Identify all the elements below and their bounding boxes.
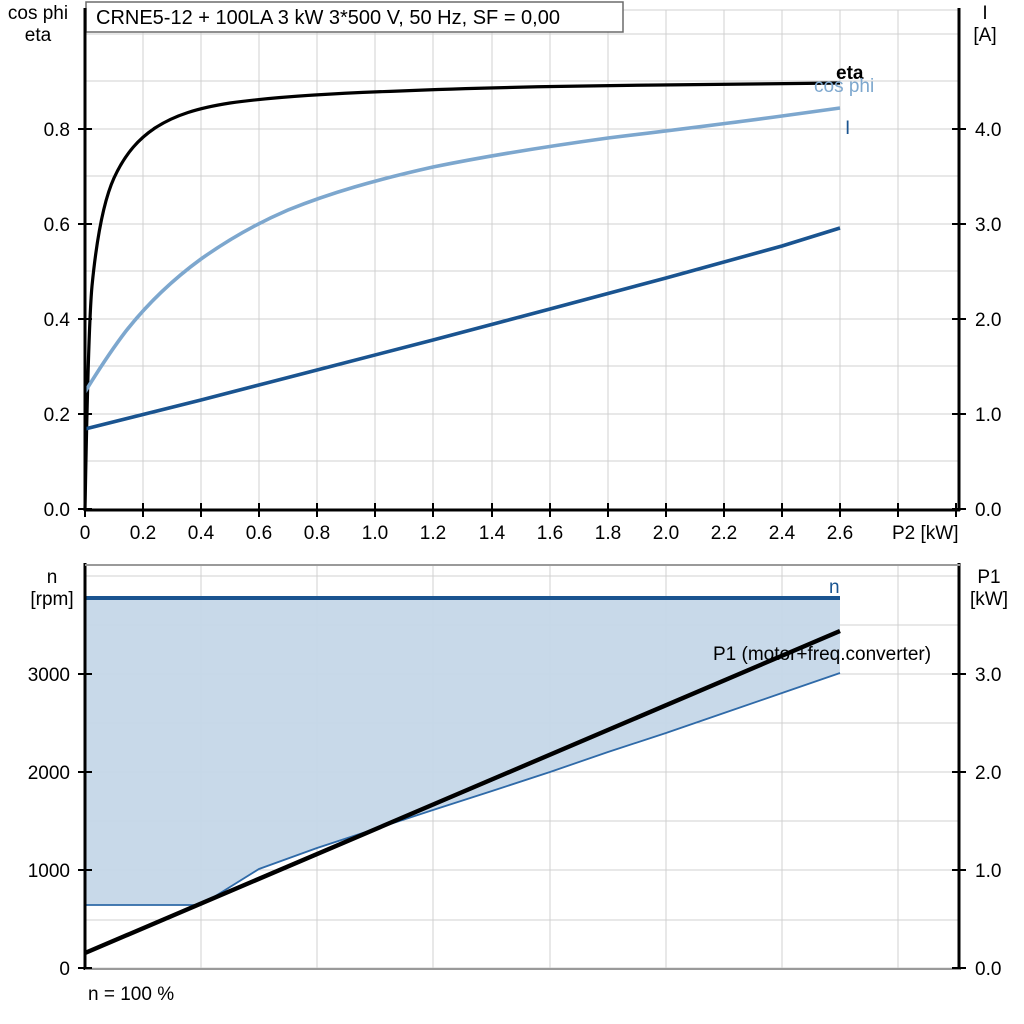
series-eta-line (83, 81, 841, 510)
x-tick-label: 0.4 (188, 523, 215, 544)
tick-label: 1000 (28, 861, 70, 882)
x-tick-label: 1.2 (420, 523, 446, 544)
bottom-chart-left-tick-labels: 0 1000 2000 3000 (28, 665, 70, 980)
series-current-line (84, 226, 841, 431)
tick-label: 3.0 (975, 215, 1001, 236)
x-tick-label: 2.6 (827, 523, 853, 544)
left-axis-title-line1: n (47, 567, 58, 588)
bottom-chart-right-tick-labels: 0.0 1.0 2.0 3.0 (975, 665, 1001, 980)
chart-title: CRNE5-12 + 100LA 3 kW 3*500 V, 50 Hz, SF… (96, 7, 560, 29)
x-tick-label: 0.8 (304, 523, 330, 544)
bottom-chart-right-ticks (952, 673, 966, 969)
x-tick-label: 1.0 (362, 523, 388, 544)
x-tick-label: 0.6 (246, 523, 272, 544)
left-axis-title-line2: eta (25, 25, 52, 46)
top-chart-right-ticks (952, 128, 966, 510)
tick-label: 2.0 (975, 763, 1001, 784)
tick-label: 2000 (28, 763, 70, 784)
series-label-eta: eta (836, 63, 864, 84)
tick-label: 4.0 (975, 120, 1001, 141)
tick-label: 1.0 (975, 861, 1001, 882)
tick-label: 0.2 (44, 405, 70, 426)
x-tick-label: 1.8 (595, 523, 621, 544)
top-chart-right-axis-title: I [A] (973, 3, 996, 46)
x-tick-label: 0.2 (130, 523, 156, 544)
bottom-chart-right-axis-title: P1 [kW] (970, 567, 1008, 610)
left-axis-title-line2: [rpm] (30, 589, 73, 610)
tick-label: 3.0 (975, 665, 1001, 686)
series-label-p1: P1 (motor+freq.converter) (713, 644, 931, 665)
right-axis-title-line2: [kW] (970, 589, 1008, 610)
speed-range-fill (85, 598, 840, 905)
top-chart-x-tick-labels: 0 0.2 0.4 0.6 0.8 1.0 1.2 1.4 1.6 1.8 2.… (80, 523, 959, 544)
tick-label: 1.0 (975, 405, 1001, 426)
series-label-current: I (845, 118, 850, 139)
series-p1-line (84, 628, 841, 956)
tick-label: 0.4 (44, 310, 71, 331)
tick-label: 3000 (28, 665, 70, 686)
tick-label: 0.0 (44, 500, 70, 521)
x-axis-title: P2 [kW] (892, 523, 959, 544)
bottom-chart-left-axis-title: n [rpm] (30, 567, 73, 610)
right-axis-title-line2: [A] (973, 25, 996, 46)
right-axis-title-line1: I (982, 3, 987, 24)
left-axis-title-line1: cos phi (8, 3, 68, 24)
bottom-chart-axes (83, 563, 961, 970)
bottom-chart-left-ticks (78, 673, 92, 969)
x-tick-label: 0 (80, 523, 91, 544)
chart-caption: n = 100 % (88, 984, 174, 1005)
top-chart-left-tick-labels: 0.0 0.2 0.4 0.6 0.8 (44, 120, 71, 521)
tick-label: 0.8 (44, 120, 70, 141)
tick-label: 0 (59, 959, 70, 980)
series-label-cos-phi: cos phi (814, 76, 874, 97)
x-tick-label: 2.2 (711, 523, 737, 544)
series-cos-phi-line (83, 106, 841, 393)
top-chart-axes (83, 8, 961, 512)
right-axis-title-line1: P1 (977, 567, 1000, 588)
x-tick-label: 1.4 (479, 523, 506, 544)
top-chart-left-axis-title: cos phi eta (8, 3, 68, 46)
tick-label: 0.0 (975, 500, 1001, 521)
top-chart-title-box: CRNE5-12 + 100LA 3 kW 3*500 V, 50 Hz, SF… (85, 1, 624, 33)
series-label-n: n (829, 577, 840, 598)
x-tick-label: 2.4 (769, 523, 796, 544)
x-tick-label: 1.6 (537, 523, 563, 544)
top-chart-gridlines (85, 9, 960, 510)
tick-label: 2.0 (975, 310, 1001, 331)
tick-label: 0.0 (975, 959, 1001, 980)
top-chart-x-ticks (84, 503, 957, 517)
tick-label: 0.6 (44, 215, 70, 236)
top-chart-left-ticks (78, 128, 92, 510)
top-chart-right-tick-labels: 0.0 1.0 2.0 3.0 4.0 (975, 120, 1001, 521)
x-tick-label: 2.0 (653, 523, 679, 544)
bottom-chart: 0 1000 2000 3000 0.0 1.0 2.0 3.0 (28, 563, 1008, 1005)
top-chart: CRNE5-12 + 100LA 3 kW 3*500 V, 50 Hz, SF… (8, 1, 1001, 544)
series-n-min-line (85, 672, 841, 906)
